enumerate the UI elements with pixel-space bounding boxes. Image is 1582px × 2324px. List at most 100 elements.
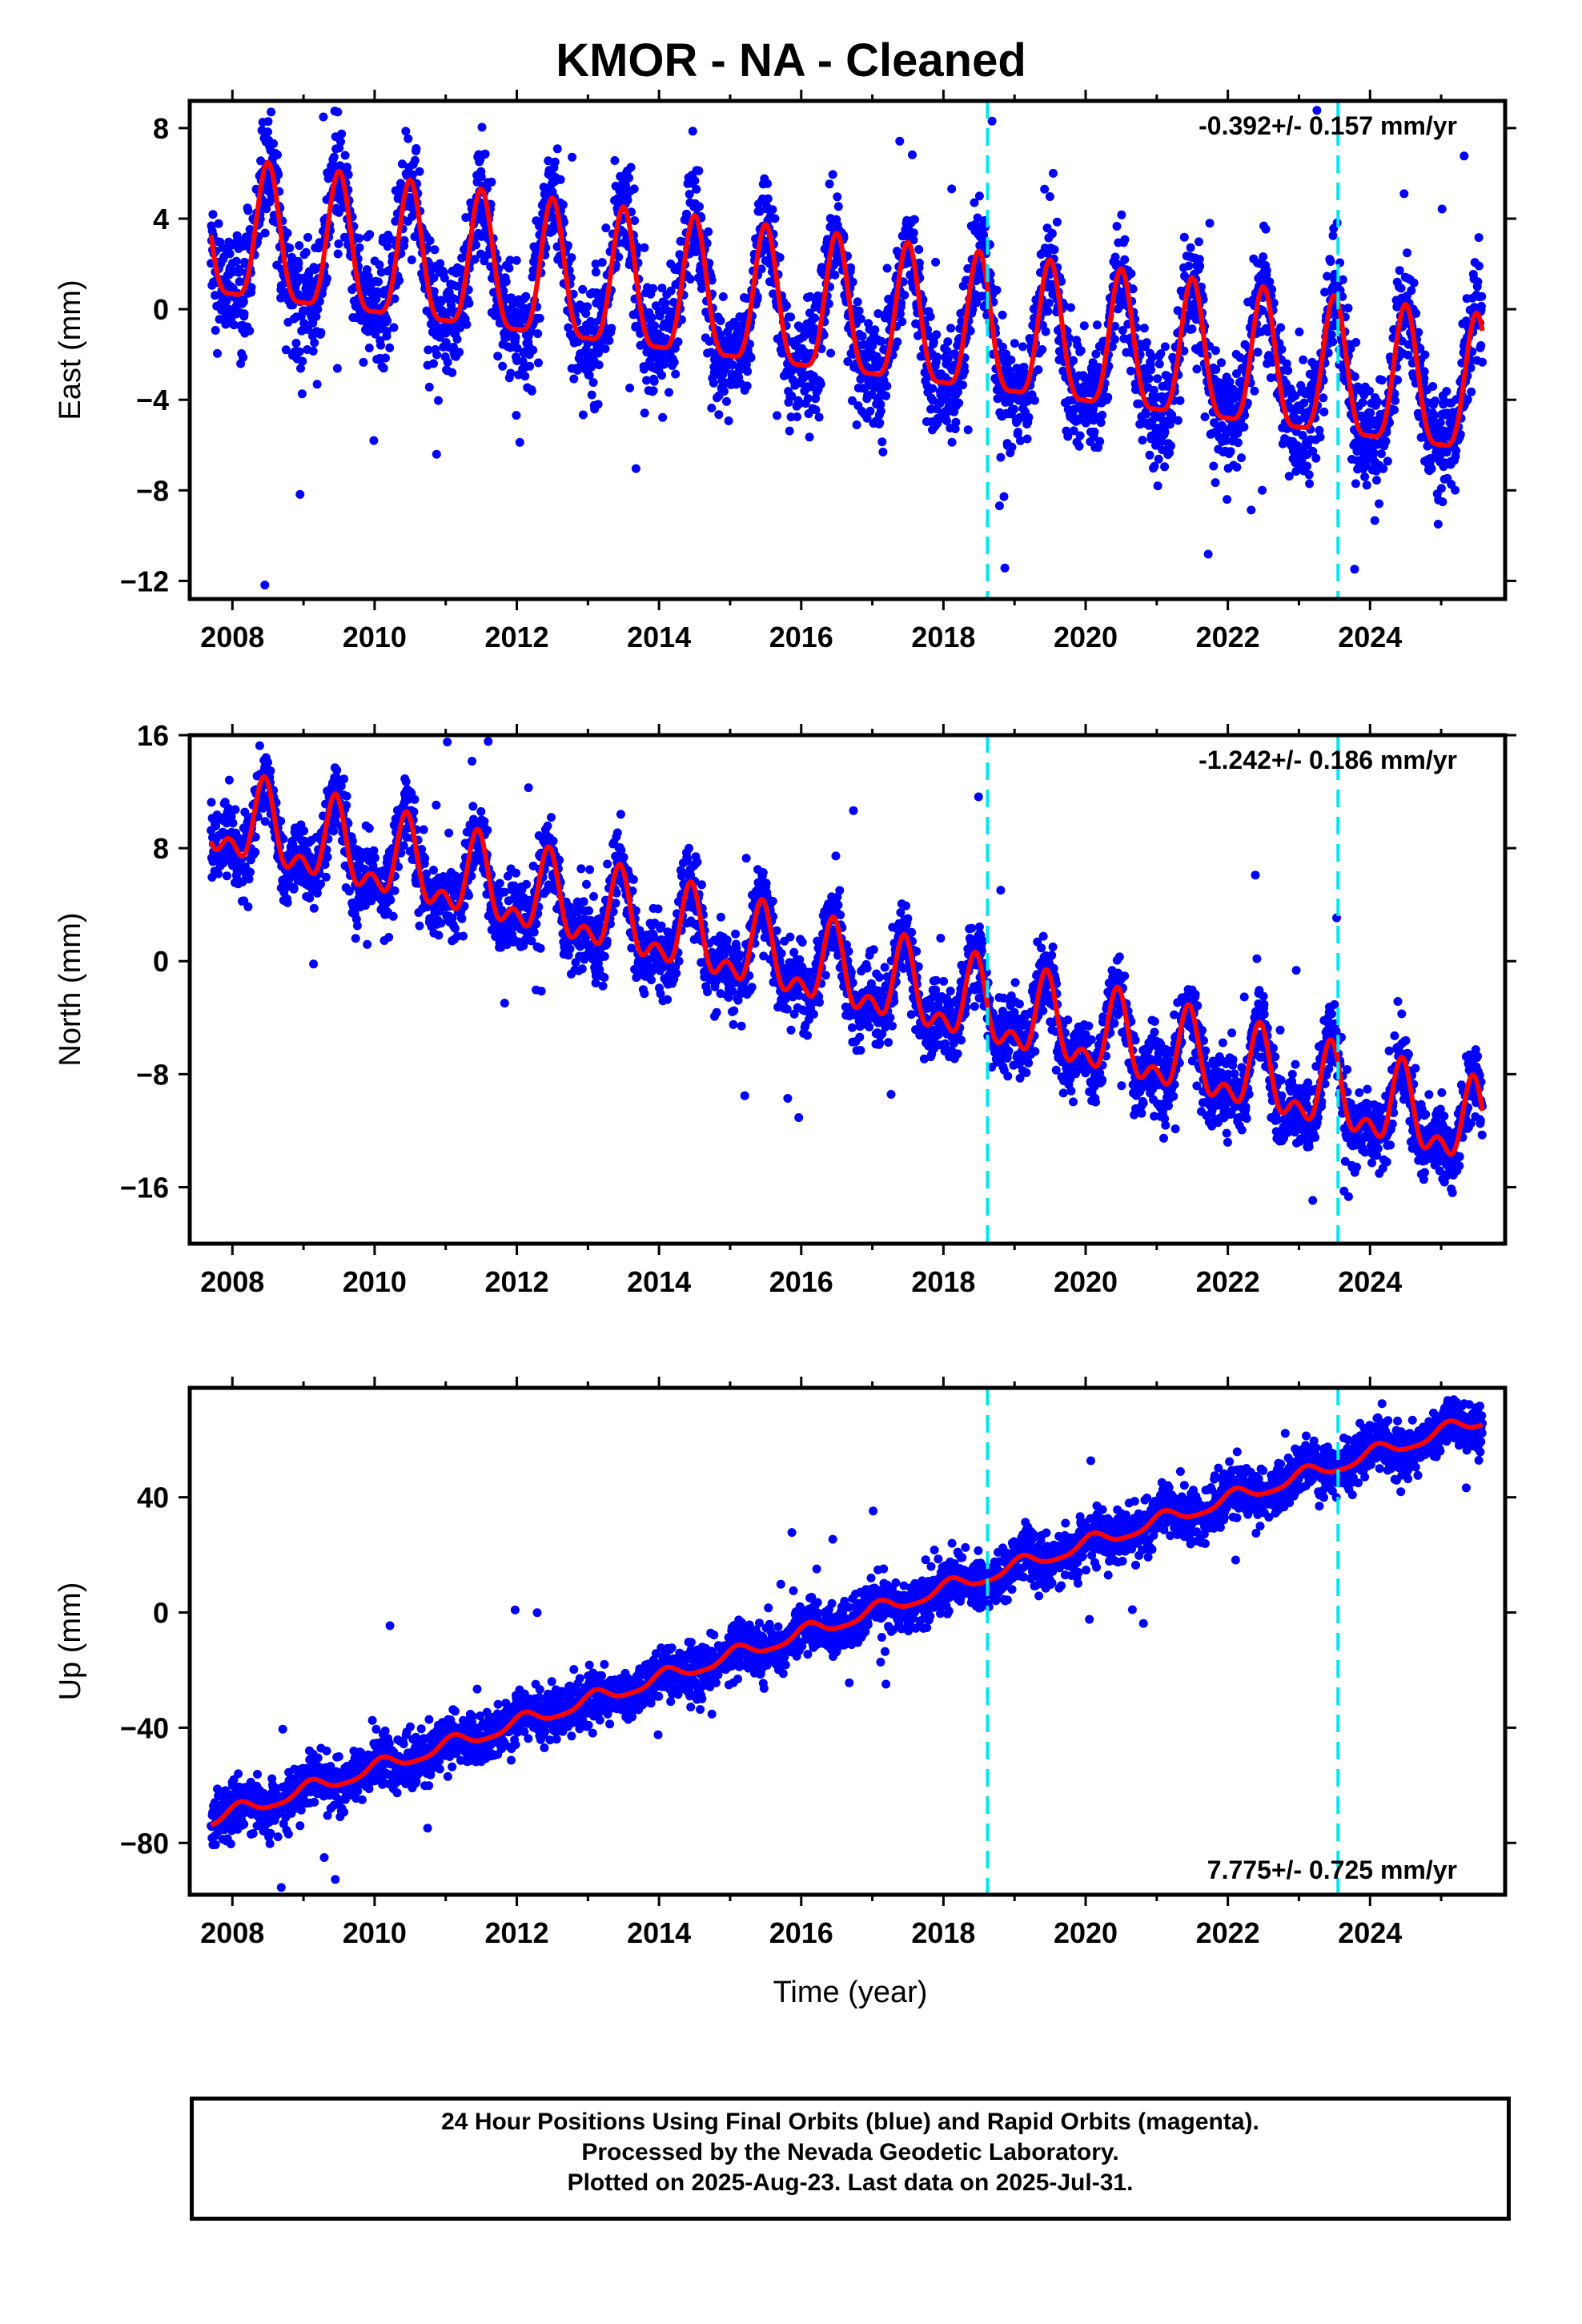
data-point	[436, 259, 445, 268]
data-point	[610, 156, 620, 165]
data-point	[584, 371, 594, 380]
data-point	[787, 392, 797, 400]
data-point	[480, 256, 489, 266]
data-point	[505, 255, 515, 265]
data-point	[999, 492, 1009, 501]
data-point	[468, 757, 477, 766]
data-point	[567, 253, 576, 263]
data-point	[321, 872, 331, 882]
data-point	[1304, 470, 1314, 480]
data-point	[520, 372, 530, 381]
data-point	[1195, 261, 1205, 271]
data-point	[1328, 337, 1338, 347]
data-point	[1323, 271, 1332, 281]
data-point	[908, 150, 917, 159]
data-point	[1203, 549, 1213, 559]
data-point	[390, 294, 400, 304]
data-point	[414, 54, 423, 63]
y-axis-label: East (mm)	[54, 279, 87, 420]
data-point	[690, 176, 700, 186]
data-point	[1103, 392, 1113, 402]
data-point	[480, 817, 489, 826]
data-point	[906, 15, 915, 24]
data-point	[593, 400, 603, 409]
data-point	[527, 386, 536, 396]
data-point	[649, 376, 659, 386]
data-point	[710, 362, 720, 372]
data-point	[1396, 283, 1406, 293]
data-point	[1428, 382, 1438, 391]
data-point	[932, 330, 942, 340]
data-point	[1160, 342, 1170, 352]
data-point	[594, 360, 604, 370]
data-point	[305, 894, 315, 903]
data-point	[267, 107, 276, 117]
data-point	[640, 364, 648, 374]
data-point	[826, 348, 836, 358]
data-point	[642, 376, 651, 385]
data-point	[828, 170, 837, 179]
data-point	[1414, 328, 1423, 337]
data-point	[1365, 386, 1374, 396]
data-point	[224, 775, 234, 785]
data-point	[1393, 376, 1403, 384]
data-point	[467, 871, 476, 881]
data-point	[877, 437, 887, 447]
data-point	[333, 107, 343, 117]
data-point	[872, 363, 881, 372]
data-point	[231, 256, 241, 266]
data-point	[1477, 292, 1487, 301]
data-point	[464, 891, 473, 900]
data-point	[897, 299, 906, 308]
data-point	[625, 384, 635, 392]
data-point	[640, 408, 649, 418]
data-point	[455, 348, 464, 357]
data-point	[470, 255, 480, 264]
data-point	[695, 202, 704, 211]
data-point	[468, 802, 478, 811]
data-point	[862, 413, 872, 423]
data-point	[1010, 339, 1019, 348]
data-point	[1045, 192, 1054, 201]
data-point	[1403, 340, 1413, 349]
data-point	[893, 337, 902, 347]
data-point	[386, 895, 396, 905]
data-point	[1250, 386, 1259, 396]
data-point	[666, 286, 676, 296]
data-point	[434, 396, 443, 405]
data-point	[369, 436, 379, 445]
data-point	[281, 345, 291, 355]
data-point	[824, 299, 833, 308]
data-point	[329, 152, 339, 162]
data-point	[364, 344, 374, 352]
data-point	[303, 325, 313, 335]
data-point	[1338, 275, 1347, 284]
data-point	[1299, 398, 1309, 408]
data-point	[401, 777, 411, 786]
data-point	[291, 339, 301, 348]
data-point	[312, 380, 322, 389]
data-point	[1442, 387, 1452, 396]
data-point	[213, 348, 222, 358]
y-tick-label: −4	[136, 384, 169, 416]
y-tick-label: 4	[153, 203, 169, 235]
data-point	[588, 378, 598, 388]
data-point	[504, 263, 514, 273]
data-point	[763, 194, 773, 203]
data-point	[897, 317, 907, 327]
data-point	[1117, 210, 1126, 219]
data-point	[707, 275, 717, 285]
data-point	[333, 249, 343, 259]
data-point	[786, 312, 796, 322]
data-point	[310, 338, 319, 348]
data-point	[552, 242, 562, 251]
data-point	[334, 239, 343, 248]
data-point	[817, 344, 826, 353]
data-point	[217, 305, 227, 315]
data-point	[361, 901, 370, 911]
data-point	[992, 285, 1002, 295]
data-point	[900, 291, 909, 300]
data-point	[415, 167, 424, 176]
data-point	[568, 152, 577, 162]
data-point	[376, 340, 385, 350]
